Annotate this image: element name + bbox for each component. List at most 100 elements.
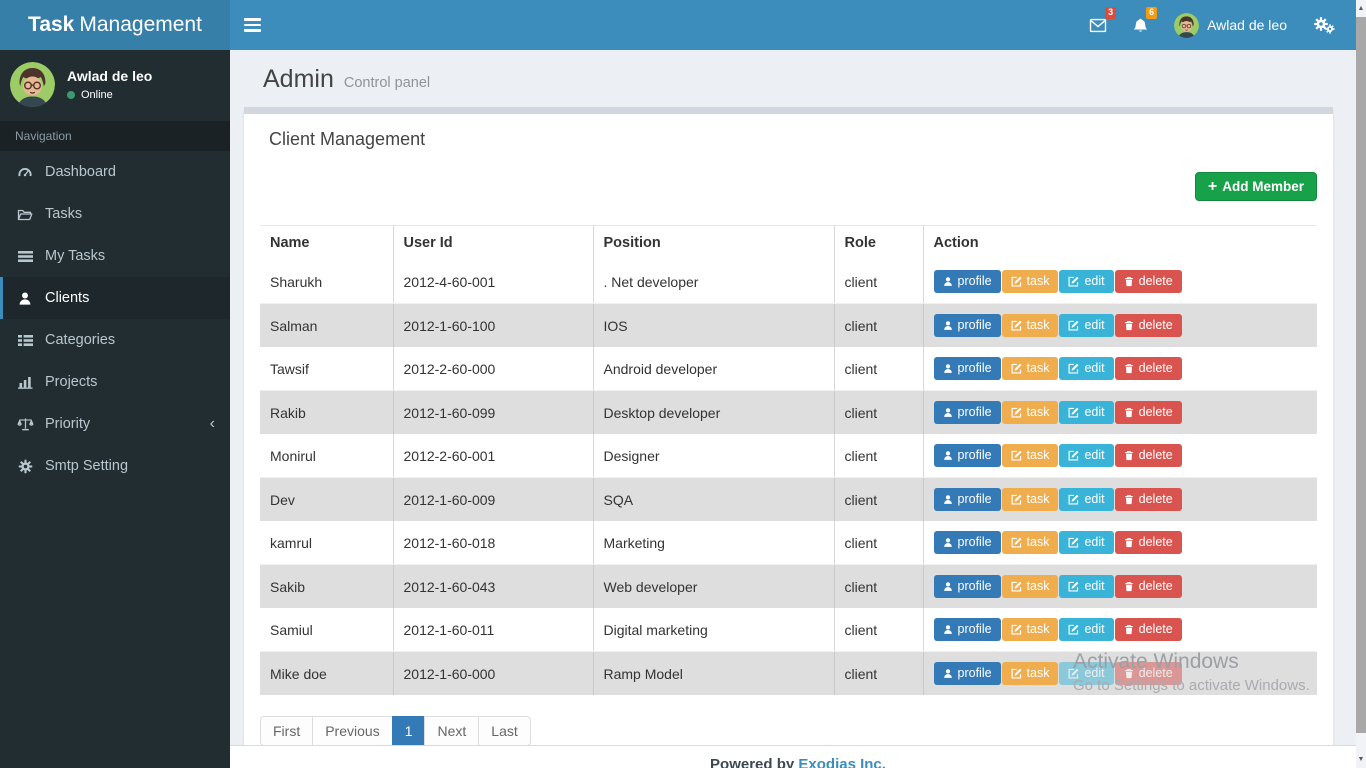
pencil-square-icon: [1068, 407, 1079, 418]
sidebar-item-dashboard[interactable]: Dashboard: [0, 151, 230, 193]
sidebar-toggle-button[interactable]: [230, 0, 275, 50]
add-member-button[interactable]: + Add Member: [1194, 172, 1317, 201]
cell-user-id: 2012-1-60-000: [392, 651, 593, 695]
sidebar-item-priority[interactable]: Priority ‹: [0, 403, 230, 445]
cell-position: Digital marketing: [592, 608, 834, 652]
main-content: Admin Control panel Client Management + …: [230, 50, 1366, 768]
pencil-square-icon: [1068, 276, 1079, 287]
trash-icon: [1124, 669, 1133, 679]
user-menu[interactable]: Awlad de leo: [1161, 0, 1300, 50]
notifications-menu[interactable]: 6: [1120, 0, 1161, 50]
footer-text: Powered by: [710, 756, 795, 768]
profile-button[interactable]: profile: [933, 488, 1001, 511]
cell-role: client: [833, 260, 923, 304]
scrollbar-thumb[interactable]: [1356, 17, 1366, 733]
trash-icon: [1124, 538, 1133, 548]
delete-button[interactable]: delete: [1114, 314, 1182, 337]
scroll-up-arrow-icon[interactable]: ▲: [1356, 0, 1366, 17]
edit-button[interactable]: edit: [1059, 618, 1114, 641]
sidebar-item-clients[interactable]: Clients: [0, 277, 230, 319]
page-1[interactable]: 1: [391, 716, 426, 746]
task-button[interactable]: task: [1001, 488, 1059, 511]
footer-link[interactable]: Exodias Inc.: [798, 756, 886, 768]
sidebar-user-name: Awlad de leo: [67, 68, 153, 84]
scrollbar[interactable]: ▲ ▼: [1356, 0, 1366, 768]
settings-menu[interactable]: [1300, 0, 1348, 50]
edit-button[interactable]: edit: [1059, 531, 1114, 554]
profile-button[interactable]: profile: [933, 618, 1001, 641]
list-icon: [15, 250, 35, 263]
user-icon: [943, 364, 952, 373]
delete-button[interactable]: delete: [1114, 531, 1182, 554]
table-row: Mike doe 2012-1-60-000 Ramp Model client…: [260, 651, 1317, 695]
task-button[interactable]: task: [1001, 357, 1059, 380]
profile-button[interactable]: profile: [933, 314, 1001, 337]
task-button[interactable]: task: [1001, 618, 1059, 641]
sidebar-item-tasks[interactable]: Tasks: [0, 193, 230, 235]
trash-icon: [1124, 321, 1133, 331]
delete-button[interactable]: delete: [1114, 662, 1182, 685]
brand-logo[interactable]: Task Management: [0, 0, 230, 50]
cell-role: client: [833, 434, 923, 478]
edit-button[interactable]: edit: [1059, 575, 1114, 598]
delete-button[interactable]: delete: [1114, 270, 1182, 293]
cell-role: client: [833, 477, 923, 521]
scroll-down-arrow-icon[interactable]: ▼: [1356, 751, 1366, 768]
table-header-row: Name User Id Position Role Action: [260, 225, 1317, 260]
page-last[interactable]: Last: [478, 716, 531, 746]
delete-button[interactable]: delete: [1114, 444, 1182, 467]
user-icon: [943, 451, 952, 460]
profile-button[interactable]: profile: [933, 444, 1001, 467]
profile-button[interactable]: profile: [933, 270, 1001, 293]
cell-user-id: 2012-1-60-011: [392, 608, 593, 652]
profile-button[interactable]: profile: [933, 575, 1001, 598]
pencil-square-icon: [1068, 494, 1079, 505]
pencil-square-icon: [1011, 581, 1022, 592]
pencil-square-icon: [1011, 450, 1022, 461]
profile-button[interactable]: profile: [933, 357, 1001, 380]
sidebar-item-projects[interactable]: Projects: [0, 361, 230, 403]
pencil-square-icon: [1011, 668, 1022, 679]
delete-button[interactable]: delete: [1114, 401, 1182, 424]
cell-role: client: [833, 347, 923, 391]
cell-actions: profile task edit: [922, 651, 1317, 695]
sidebar-user-status[interactable]: Online: [67, 89, 152, 101]
cell-role: client: [833, 521, 923, 565]
profile-button[interactable]: profile: [933, 662, 1001, 685]
edit-button[interactable]: edit: [1059, 270, 1114, 293]
edit-button[interactable]: edit: [1059, 662, 1114, 685]
delete-button[interactable]: delete: [1114, 618, 1182, 641]
task-button[interactable]: task: [1001, 662, 1059, 685]
edit-button[interactable]: edit: [1059, 357, 1114, 380]
page-first[interactable]: First: [260, 716, 314, 746]
delete-button[interactable]: delete: [1114, 575, 1182, 598]
messages-menu[interactable]: 3: [1076, 0, 1120, 50]
cell-user-id: 2012-1-60-009: [392, 477, 593, 521]
sidebar-item-categories[interactable]: Categories: [0, 319, 230, 361]
delete-button[interactable]: delete: [1114, 488, 1182, 511]
task-button[interactable]: task: [1001, 314, 1059, 337]
profile-button[interactable]: profile: [933, 401, 1001, 424]
pencil-square-icon: [1068, 450, 1079, 461]
delete-button[interactable]: delete: [1114, 357, 1182, 380]
edit-button[interactable]: edit: [1059, 401, 1114, 424]
task-button[interactable]: task: [1001, 270, 1059, 293]
cell-position: Marketing: [592, 521, 834, 565]
page-next[interactable]: Next: [424, 716, 480, 746]
page-previous[interactable]: Previous: [312, 716, 393, 746]
task-button[interactable]: task: [1001, 575, 1059, 598]
pencil-square-icon: [1068, 581, 1079, 592]
edit-button[interactable]: edit: [1059, 314, 1114, 337]
column-header-user-id: User Id: [392, 225, 593, 260]
task-button[interactable]: task: [1001, 401, 1059, 424]
edit-button[interactable]: edit: [1059, 488, 1114, 511]
table-row: Dev 2012-1-60-009 SQA client profile: [260, 477, 1317, 521]
task-button[interactable]: task: [1001, 444, 1059, 467]
sidebar-item-smtp-setting[interactable]: Smtp Setting: [0, 445, 230, 487]
edit-button[interactable]: edit: [1059, 444, 1114, 467]
profile-button[interactable]: profile: [933, 531, 1001, 554]
cell-user-id: 2012-2-60-001: [392, 434, 593, 478]
task-button[interactable]: task: [1001, 531, 1059, 554]
trash-icon: [1124, 277, 1133, 287]
sidebar-item-my-tasks[interactable]: My Tasks: [0, 235, 230, 277]
